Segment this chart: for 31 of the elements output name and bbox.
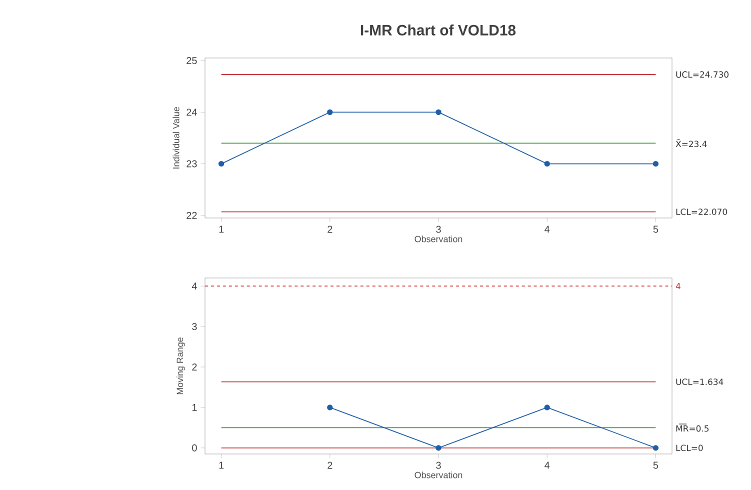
y-tick-label: 22 — [186, 212, 197, 219]
y-axis-title: Moving Range — [176, 337, 185, 394]
x-axis-title: Observation — [414, 236, 462, 242]
ref-line-label: LCL=22.070 — [676, 208, 728, 215]
y-tick-label: 2 — [192, 364, 197, 370]
x-tick-label: 1 — [219, 462, 224, 469]
x-axis-title: Observation — [414, 472, 462, 478]
y-tick-label: 25 — [186, 57, 197, 64]
x-tick-label: 4 — [544, 226, 550, 233]
ref-line-label: 4 — [676, 282, 680, 290]
y-tick-label: 0 — [192, 444, 197, 452]
y-axis-title: Individual Value — [172, 107, 180, 168]
chart-title: I-MR Chart of VOLD18 — [360, 24, 516, 36]
y-tick-label: 24 — [186, 108, 197, 116]
x-tick-label: 1 — [219, 226, 224, 233]
ref-line-label: LCL=0 — [676, 444, 703, 452]
y-tick-label: 23 — [186, 160, 197, 168]
x-tick-label: 5 — [653, 462, 658, 469]
y-tick-label: 1 — [192, 404, 197, 411]
x-tick-label: 5 — [653, 226, 658, 233]
x-tick-label: 2 — [328, 226, 332, 233]
x-tick-label: 4 — [544, 462, 550, 469]
ref-line-label: UCL=24.730 — [676, 71, 729, 78]
ref-line-label: X̄=23.4 — [676, 139, 707, 148]
ref-line-label: M͞R=0.5 — [676, 424, 709, 432]
x-tick-label: 2 — [328, 462, 332, 469]
x-tick-label: 3 — [436, 226, 441, 233]
x-tick-label: 3 — [436, 462, 441, 469]
ref-line-label: UCL=1.634 — [676, 378, 724, 386]
y-tick-label: 4 — [192, 282, 197, 290]
y-tick-label: 3 — [192, 323, 197, 330]
